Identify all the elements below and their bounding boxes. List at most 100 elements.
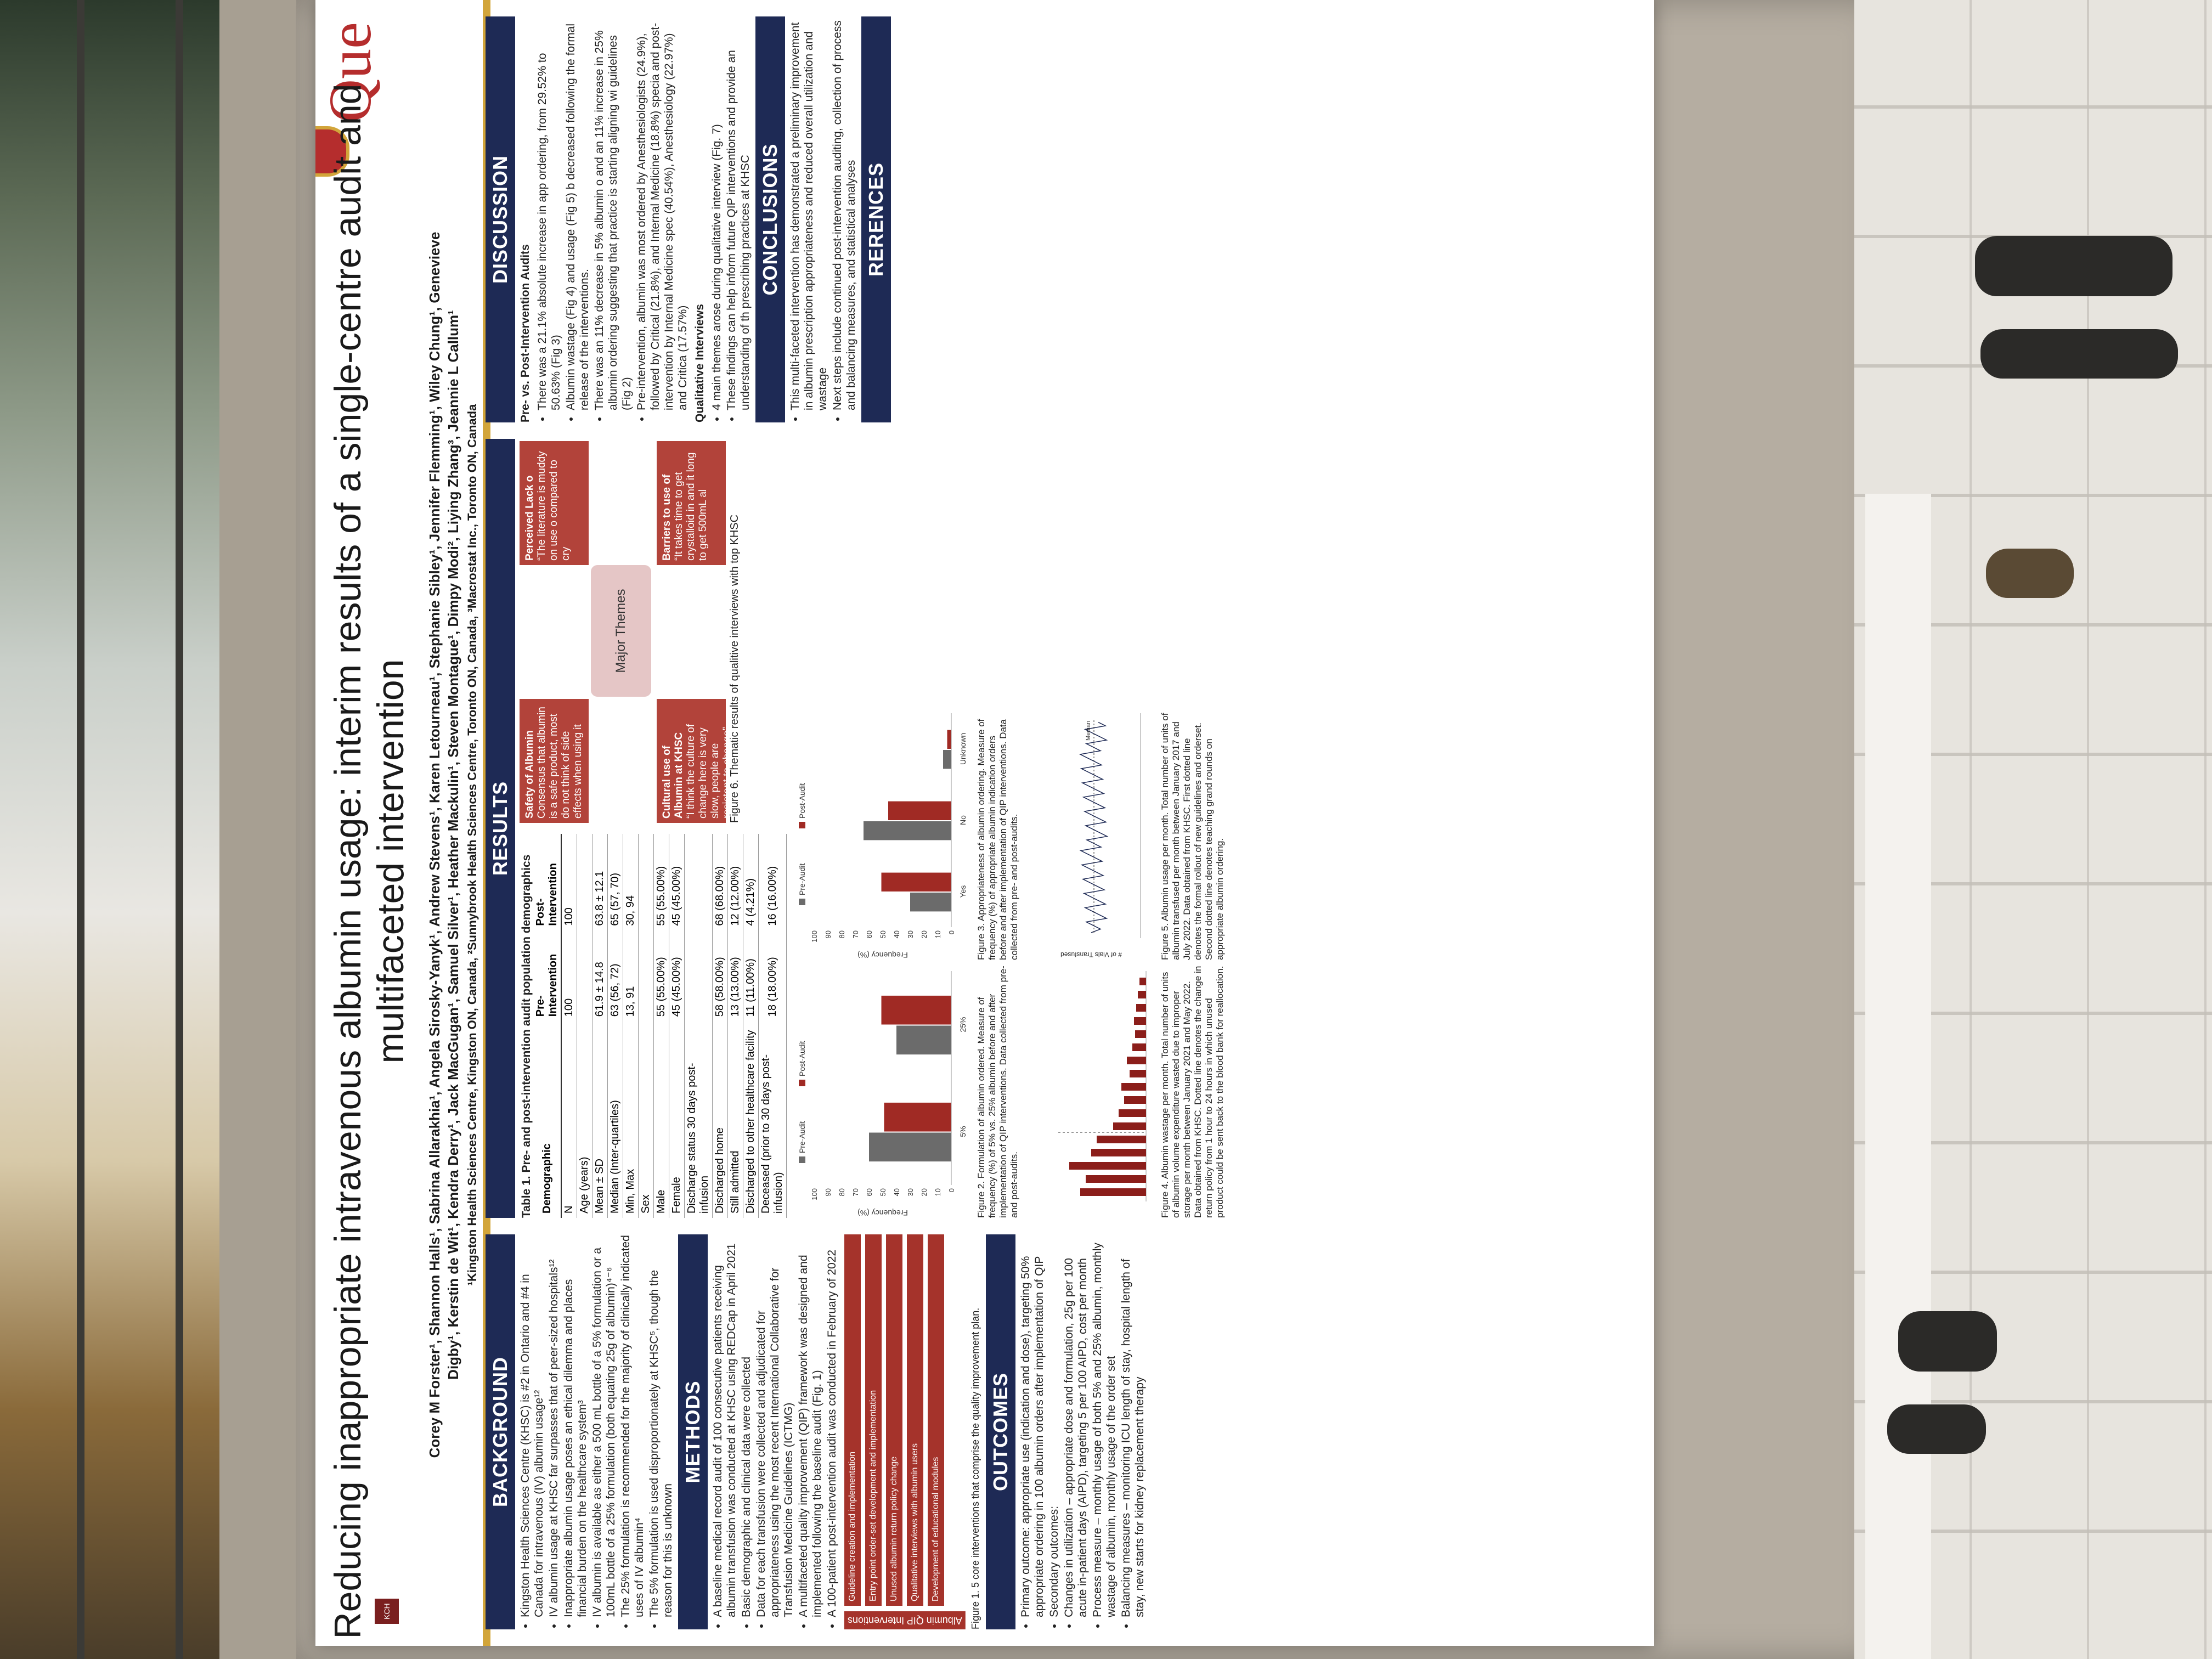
wastage-bar-chart — [1058, 971, 1147, 1201]
column-right: DISCUSSION Pre- vs. Post-Intervention Au… — [486, 16, 891, 422]
demographics-table-block: Table 1. Pre- and post-intervention audi… — [520, 834, 787, 1218]
table-row: N 100 100 — [561, 834, 577, 1218]
table-cell — [638, 930, 654, 1022]
person-shoe — [1986, 549, 2074, 598]
results-row-usage: Figure 4. Albumin wastage per month. Tot… — [1025, 439, 1226, 1218]
y-tick-label: 60 — [865, 1188, 873, 1196]
methods-heading: METHODS — [678, 1234, 708, 1629]
table-cell: 65 (57, 70) — [607, 834, 623, 930]
table-cell: 30, 94 — [623, 834, 639, 930]
table-cell: 12 (12.00%) — [727, 834, 743, 930]
y-tick-label: 30 — [906, 930, 915, 938]
qip-intervention-item: Qualitative interviews with albumin user… — [907, 1234, 923, 1606]
legend-label: Pre-Audit — [798, 1121, 806, 1153]
wastage-bar — [1069, 1162, 1146, 1170]
methods-body: A baseline medical record audit of 100 c… — [711, 1234, 839, 1629]
table-row: Discharge status 30 days post-infusion — [684, 834, 713, 1218]
table-cell: 68 (68.00%) — [712, 834, 728, 930]
bar — [881, 995, 951, 1025]
theme-title: Perceived Lack o — [524, 475, 535, 561]
outcomes-body: Primary outcome: appropriate use (indica… — [1019, 1234, 1147, 1629]
table-cell: 16 (16.00%) — [758, 834, 787, 930]
wastage-bar — [1135, 1030, 1146, 1038]
x-tick-label: 25% — [958, 1017, 967, 1032]
y-tick-label: 90 — [824, 930, 832, 938]
table-cell: 100 — [561, 930, 577, 1022]
qualitative-subheading: Qualitative Interviews — [693, 304, 706, 422]
conclusions-heading: CONCLUSIONS — [755, 16, 785, 422]
discussion-list: There was a 21.1% absolute increase in a… — [535, 16, 690, 422]
wastage-bar — [1124, 1096, 1146, 1104]
theme-text: “It takes time to get crystalloid in and… — [673, 452, 709, 561]
table-cell: 13, 91 — [623, 930, 639, 1022]
table-header-cell: Pre-Intervention — [533, 930, 561, 1022]
background-bullet: The 5% formulation is used disproportion… — [647, 1234, 675, 1617]
methods-bullet: Basic demographic and clinical data were… — [740, 1234, 753, 1617]
poster-affiliations: ¹Kingston Health Sciences Centre, Kingst… — [465, 404, 479, 1286]
usage-series-line — [1079, 721, 1109, 933]
y-tick-label: 0 — [947, 1188, 956, 1192]
legend-swatch — [799, 899, 805, 905]
wastage-bar — [1132, 1043, 1146, 1051]
poster-content: KCH Que Reducing inappropriate intraveno… — [315, 0, 1654, 1646]
table-header-cell: Demographic — [533, 1021, 561, 1218]
poster-authors: Corey M Forster¹, Shannon Halls¹, Sabrin… — [426, 232, 461, 1458]
discussion-bullet: There was a 21.1% absolute increase in a… — [535, 16, 563, 410]
y-tick-label: 20 — [920, 930, 928, 938]
qip-intervention-item: Guideline creation and implementation — [844, 1234, 861, 1606]
theme-box: Barriers to use of “It takes time to get … — [657, 441, 726, 565]
qualitative-list: 4 main themes arose during qualitative i… — [710, 16, 752, 422]
y-tick-label: 100 — [810, 1188, 819, 1200]
y-tick-label: 10 — [934, 930, 942, 938]
table-cell: Sex — [638, 1021, 654, 1218]
table-row: Min, Max 13, 91 30, 94 — [623, 834, 639, 1218]
table-cell: N — [561, 1021, 577, 1218]
table-cell — [684, 930, 713, 1022]
table1-caption: Table 1. Pre- and post-intervention audi… — [520, 854, 533, 1218]
y-tick-label: 40 — [893, 1188, 901, 1196]
background-body: Kingston Health Sciences Centre (KHSC) i… — [518, 1234, 675, 1629]
table-row: Still admitted 13 (13.00%) 12 (12.00%) — [727, 834, 743, 1218]
table-row: Median (Inter-quartiles) 63 (56, 72) 65 (5… — [607, 834, 623, 1218]
table-row: Deceased (prior to 30 days post-infusion… — [758, 834, 787, 1218]
table-cell: 63 (56, 72) — [607, 930, 623, 1022]
table-cell: Discharged to other healthcare facility — [743, 1021, 759, 1218]
background-bullet: IV albumin usage at KHSC far surpasses t… — [547, 1234, 561, 1617]
legend-swatch — [799, 822, 805, 828]
themes-figure: Major Themes Safety of Albumin Consensus … — [520, 439, 787, 823]
wastage-bar — [1080, 1188, 1146, 1196]
conclusions-bullet: This multi-faceted intervention has demo… — [788, 16, 830, 410]
wastage-bar — [1136, 1004, 1146, 1012]
theme-box: Cultural use of Albumin at KHSC “I think … — [657, 699, 733, 823]
table-cell: Min, Max — [623, 1021, 639, 1218]
qualitative-bullet: 4 main themes arose during qualitative i… — [710, 16, 724, 410]
x-tick-label: Unknown — [958, 733, 967, 765]
x-tick-label: No — [958, 815, 967, 825]
qualitative-bullet: These findings can help inform future QI… — [725, 16, 752, 410]
bar — [943, 749, 951, 769]
outcomes-bullet: Process measure – monthly usage of both … — [1091, 1234, 1118, 1617]
table-cell: 18 (18.00%) — [758, 930, 787, 1022]
theme-box: Perceived Lack o “The literature is muddy… — [520, 441, 589, 565]
y-tick-label: 80 — [838, 1188, 846, 1196]
table-cell: 13 (13.00%) — [727, 930, 743, 1022]
theme-box: Safety of Albumin Consensus that albumin … — [520, 699, 589, 823]
major-themes-diagram: Major Themes Safety of Albumin Consensus … — [520, 439, 733, 823]
y-tick-label: 40 — [893, 930, 901, 938]
legend-label: Post-Audit — [798, 783, 806, 819]
median-label: Median — [1085, 721, 1092, 741]
table-cell — [684, 834, 713, 930]
y-tick-label: 30 — [906, 1188, 915, 1196]
table-cell: Discharged home — [712, 1021, 728, 1218]
background-bullet: The 25% formulation is recommended for t… — [619, 1234, 646, 1617]
theme-title: Safety of Albumin — [524, 730, 535, 819]
legend-label: Pre-Audit — [798, 864, 806, 895]
adjacent-poster — [1865, 494, 1931, 1659]
table-cell: 55 (55.00%) — [653, 930, 669, 1022]
window-mullion — [176, 0, 183, 1659]
table-cell: Still admitted — [727, 1021, 743, 1218]
fig3-block: 0 10 20 30 40 50 60 70 80 90 100 Frequency (%) Yes No… — [792, 708, 1020, 960]
y-tick-label: 50 — [879, 1188, 887, 1196]
table-cell: 61.9 ± 14.8 — [592, 930, 608, 1022]
